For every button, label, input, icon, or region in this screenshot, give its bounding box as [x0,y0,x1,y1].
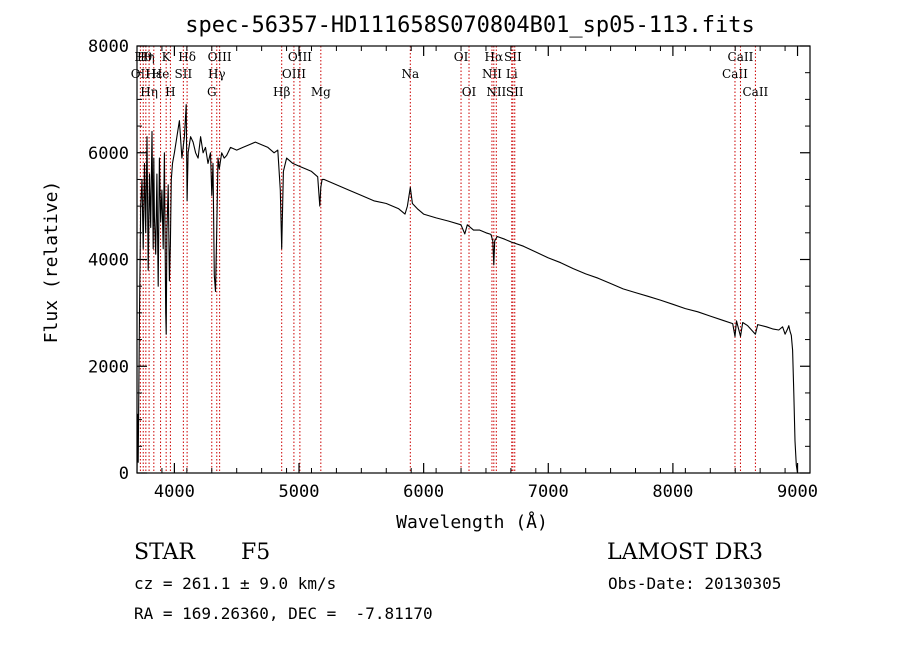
plot-frame [136,45,811,474]
survey-name: LAMOST DR3 [607,540,763,565]
line-mark-label: SII [506,85,524,99]
line-mark-label: OIII [288,50,312,64]
line-mark-label: OI [454,50,469,64]
y-tick-label: 4000 [88,251,129,271]
x-tick-label: 4000 [154,482,195,502]
y-axis-label: Flux (relative) [41,181,62,344]
line-mark-label: CaII [728,50,754,64]
line-mark-label: K [162,50,172,64]
line-mark-label: NII [482,67,502,81]
y-tick-label: 0 [119,464,129,484]
y-tick-label: 8000 [88,37,129,57]
line-mark-label: Hδ [178,50,196,64]
x-tick-label: 6000 [403,482,444,502]
line-mark-label: Hγ [208,67,226,81]
line-mark-label: SII [175,67,193,81]
y-tick-label: 6000 [88,144,129,164]
line-mark-label: Hε [145,67,162,81]
x-tick-label: 8000 [652,482,693,502]
object-subclass: F5 [241,540,271,565]
x-tick-label: 5000 [279,482,320,502]
spectrum-layer [136,104,799,474]
line-mark-label: H [165,85,175,99]
line-mark-label: Mg [311,85,331,99]
line-mark-label: Na [401,67,419,81]
line-mark-label: SII [504,50,522,64]
line-mark-label: CaII [722,67,748,81]
line-mark-label: CaII [742,85,768,99]
line-mark-label: He [152,67,170,81]
line-mark-label: Li [506,67,518,81]
x-tick-label: 9000 [777,482,818,502]
line-mark-label: NII [486,85,506,99]
line-mark-label: OI [462,85,477,99]
line-mark-label: Hθ [134,50,152,64]
observation-date: Obs-Date: 20130305 [608,574,782,593]
line-mark-label: G [207,85,217,99]
line-mark-label: Hη [140,85,158,99]
object-class: STAR [134,540,195,565]
line-mark-label: OIII [208,50,232,64]
x-tick-label: 7000 [528,482,569,502]
spectrum-chart: spec-56357-HD111658S070804B01_sp05-113.f… [41,13,818,533]
line-mark-label: OIII [282,67,306,81]
spectrum-series [136,104,799,474]
y-tick-label: 2000 [88,357,129,377]
axis-ticks-layer: 4000 5000 6000 7000 8000 9000 0 2000 4000 6000 800… [88,37,818,502]
chart-title: spec-56357-HD111658S070804B01_sp05-113.f… [185,13,755,38]
line-mark-label: Hα [485,50,504,64]
x-axis-label: Wavelength (Å) [396,511,548,533]
line-mark-label: Hη [137,50,155,64]
line-mark-label: Hβ [273,85,290,99]
redshift-velocity: cz = 261.1 ± 9.0 km/s [134,574,337,593]
sky-coordinates: RA = 169.26360, DEC = -7.81170 [134,604,433,623]
line-marks-layer: OIIHθHηHηHεHeKHSIIHδGHγOIIIHβOIIIOIIIMgN… [131,46,769,473]
